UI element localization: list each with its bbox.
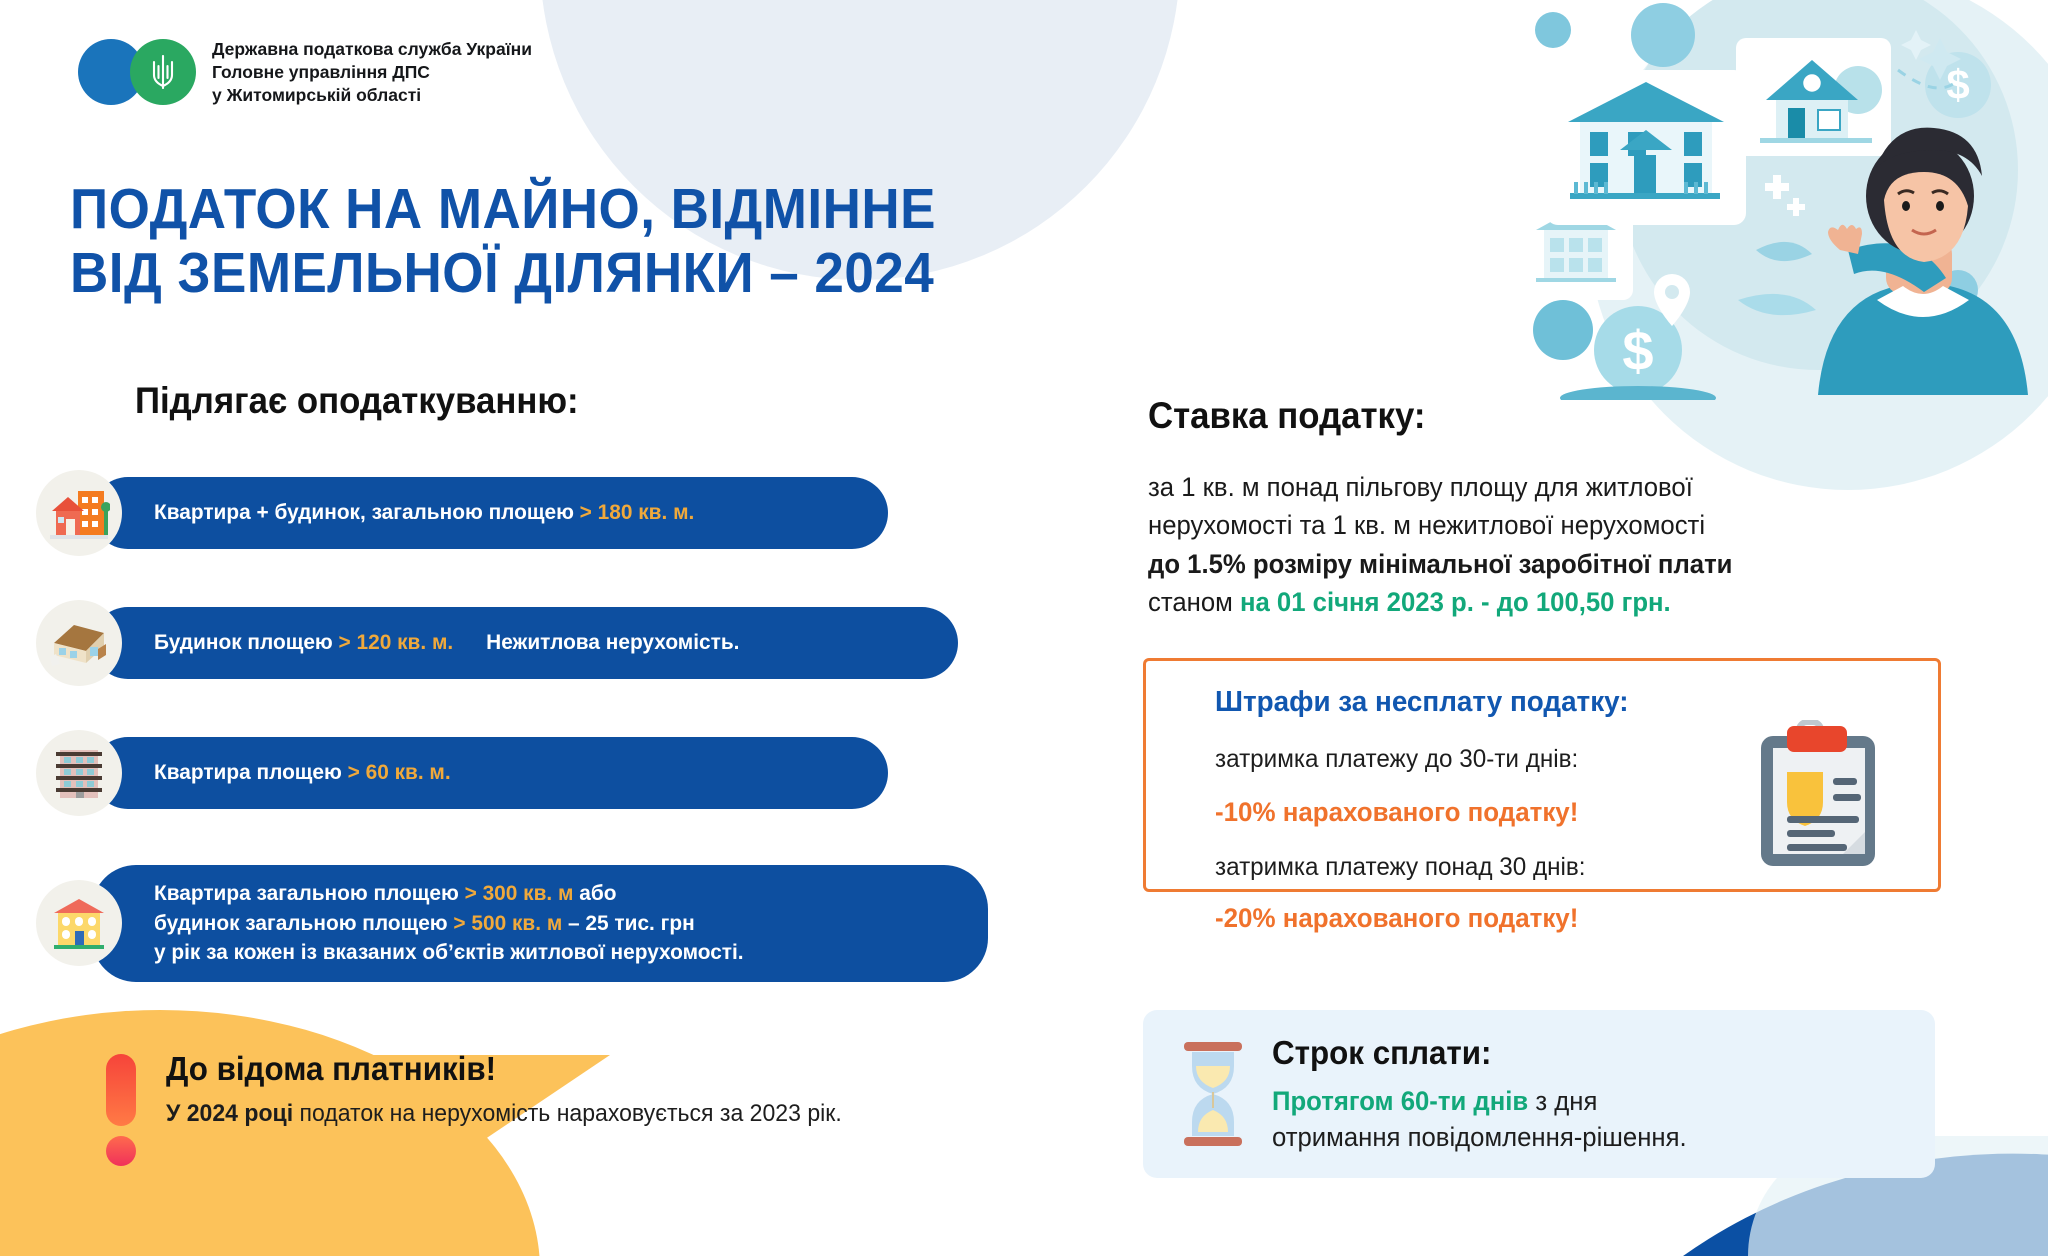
page-title-line-1: ПОДАТОК НА МАЙНО, ВІДМІННЕ [70,177,936,241]
item-3-main: Квартира площею [154,760,348,785]
rate-line-1: за 1 кв. м понад пільгову площу для житл… [1148,472,1693,502]
big-item-line2-amount: > 500 кв. м [453,910,563,935]
svg-text:$: $ [1946,61,1969,108]
woman-with-house-cards-illustration: $ [1518,0,2028,400]
org-line-1: Державна податкова служба України [212,39,532,59]
taxable-item-row: Будинок площею > 120 кв. м. Нежитлова нер… [36,600,958,686]
brown-cottage-icon [36,600,122,686]
big-item-line1-amount: > 300 кв. м [464,881,574,905]
taxable-item-pill: Квартира площею > 60 кв. м. [92,737,888,809]
penalty-title: Штрафи за несплату податку: [1215,686,1629,718]
logo-mark [78,39,198,106]
svg-text:$: $ [1622,319,1653,382]
rate-line-4-green: на 01 січня 2023 р. - до 100,50 грн. [1239,587,1671,618]
exclamation-mark-icon [106,1050,140,1166]
big-item-line3: у рік за кожен із вказаних об’єктів житл… [154,940,744,965]
penalty-strong-2: -20% нарахованого податку! [1215,903,1579,933]
rate-line-3-bold: до 1.5% розміру мінімальної заробітної п… [1148,548,1733,579]
item-2-main: Будинок площею [154,630,339,655]
notice-title: До відома платників! [166,1050,497,1087]
organization-name: Державна податкова служба України Головн… [212,38,532,106]
rate-heading: Ставка податку: [1148,395,1426,436]
trident-icon [152,55,174,90]
taxable-item-text-large: Квартира загальною площею > 300 кв. м аб… [154,879,744,968]
left-section-heading: Підлягає оподаткуванню: [135,380,579,421]
item-3-amount: > 60 кв. м. [347,760,451,785]
taxable-item-pill-large: Квартира загальною площею > 300 кв. м аб… [92,865,988,982]
taxable-item-text: Квартира + будинок, загальною площею > 1… [154,498,694,528]
big-item-line1-c: або [573,881,617,905]
apartment-block-icon [36,730,122,816]
taxable-item-pill: Квартира + будинок, загальною площею > 1… [92,477,888,549]
penalty-strong-1: -10% нарахованого податку! [1215,797,1579,827]
deadline-text: Протягом 60-ти днів з дня отримання пові… [1272,1084,1893,1155]
taxable-item-text: Будинок площею > 120 кв. м. Нежитлова нер… [154,628,739,658]
taxable-item-text: Квартира площею > 60 кв. м. [154,758,451,788]
taxable-item-row: Квартира площею > 60 кв. м. [36,730,888,816]
big-item-line1-a: Квартира загальною площею [154,881,465,905]
taxable-item-row: Квартира + будинок, загальною площею > 1… [36,470,888,556]
rate-line-4-plain: станом [1148,587,1240,618]
item-1-amount: > 180 кв. м. [579,500,695,525]
item-2-amount: > 120 кв. м. [338,630,454,655]
item-2-extra: Нежитлова нерухомість. [486,630,740,655]
taxable-item-pill: Будинок площею > 120 кв. м. Нежитлова нер… [92,607,958,679]
rate-line-2: нерухомості та 1 кв. м нежитлової нерухо… [1148,510,1706,541]
notice-rest: податок на нерухомість нараховується за … [293,1100,842,1127]
deadline-plain-2: отримання повідомлення-рішення. [1272,1121,1687,1152]
org-line-3: у Житомирській області [212,84,422,105]
clipboard-shield-icon [1761,720,1875,866]
item-1-main: Квартира + будинок, загальною площею [154,500,580,525]
payers-notice: До відома платників! У 2024 році податок… [106,1050,870,1166]
deadline-title: Строк сплати: [1272,1034,1492,1071]
hourglass-icon [1184,1042,1242,1146]
taxable-item-row-large: Квартира загальною площею > 300 кв. м аб… [36,865,988,982]
penalty-line-2: затримка платежу понад 30 днів: [1215,853,1586,881]
deadline-green: Протягом 60-ти днів [1272,1086,1529,1116]
rate-body: за 1 кв. м понад пільгову площу для житл… [1148,468,1914,622]
deadline-box [1143,1010,1935,1178]
big-item-line2-a: будинок загальною площею [154,910,454,935]
yellow-townhouse-icon [36,880,122,967]
orange-apartment-house-icon [36,470,122,556]
big-item-line2-c: – 25 тис. грн [562,910,695,935]
page-title-line-2: ВІД ЗЕМЕЛЬНОЇ ДІЛЯНКИ – 2024 [70,240,935,305]
deadline-plain-1: з дня [1528,1086,1598,1116]
notice-bold: У 2024 році [166,1100,294,1127]
organization-logo: Державна податкова служба України Головн… [78,38,532,106]
notice-subtitle: У 2024 році податок на нерухомість нарах… [166,1100,842,1128]
penalty-line-1: затримка платежу до 30-ти днів: [1215,745,1579,773]
org-line-2: Головне управління ДПС [212,61,430,82]
page-title: ПОДАТОК НА МАЙНО, ВІДМІННЕ ВІД ЗЕМЕЛЬНОЇ… [70,177,1112,306]
logo-green-circle [130,39,196,106]
